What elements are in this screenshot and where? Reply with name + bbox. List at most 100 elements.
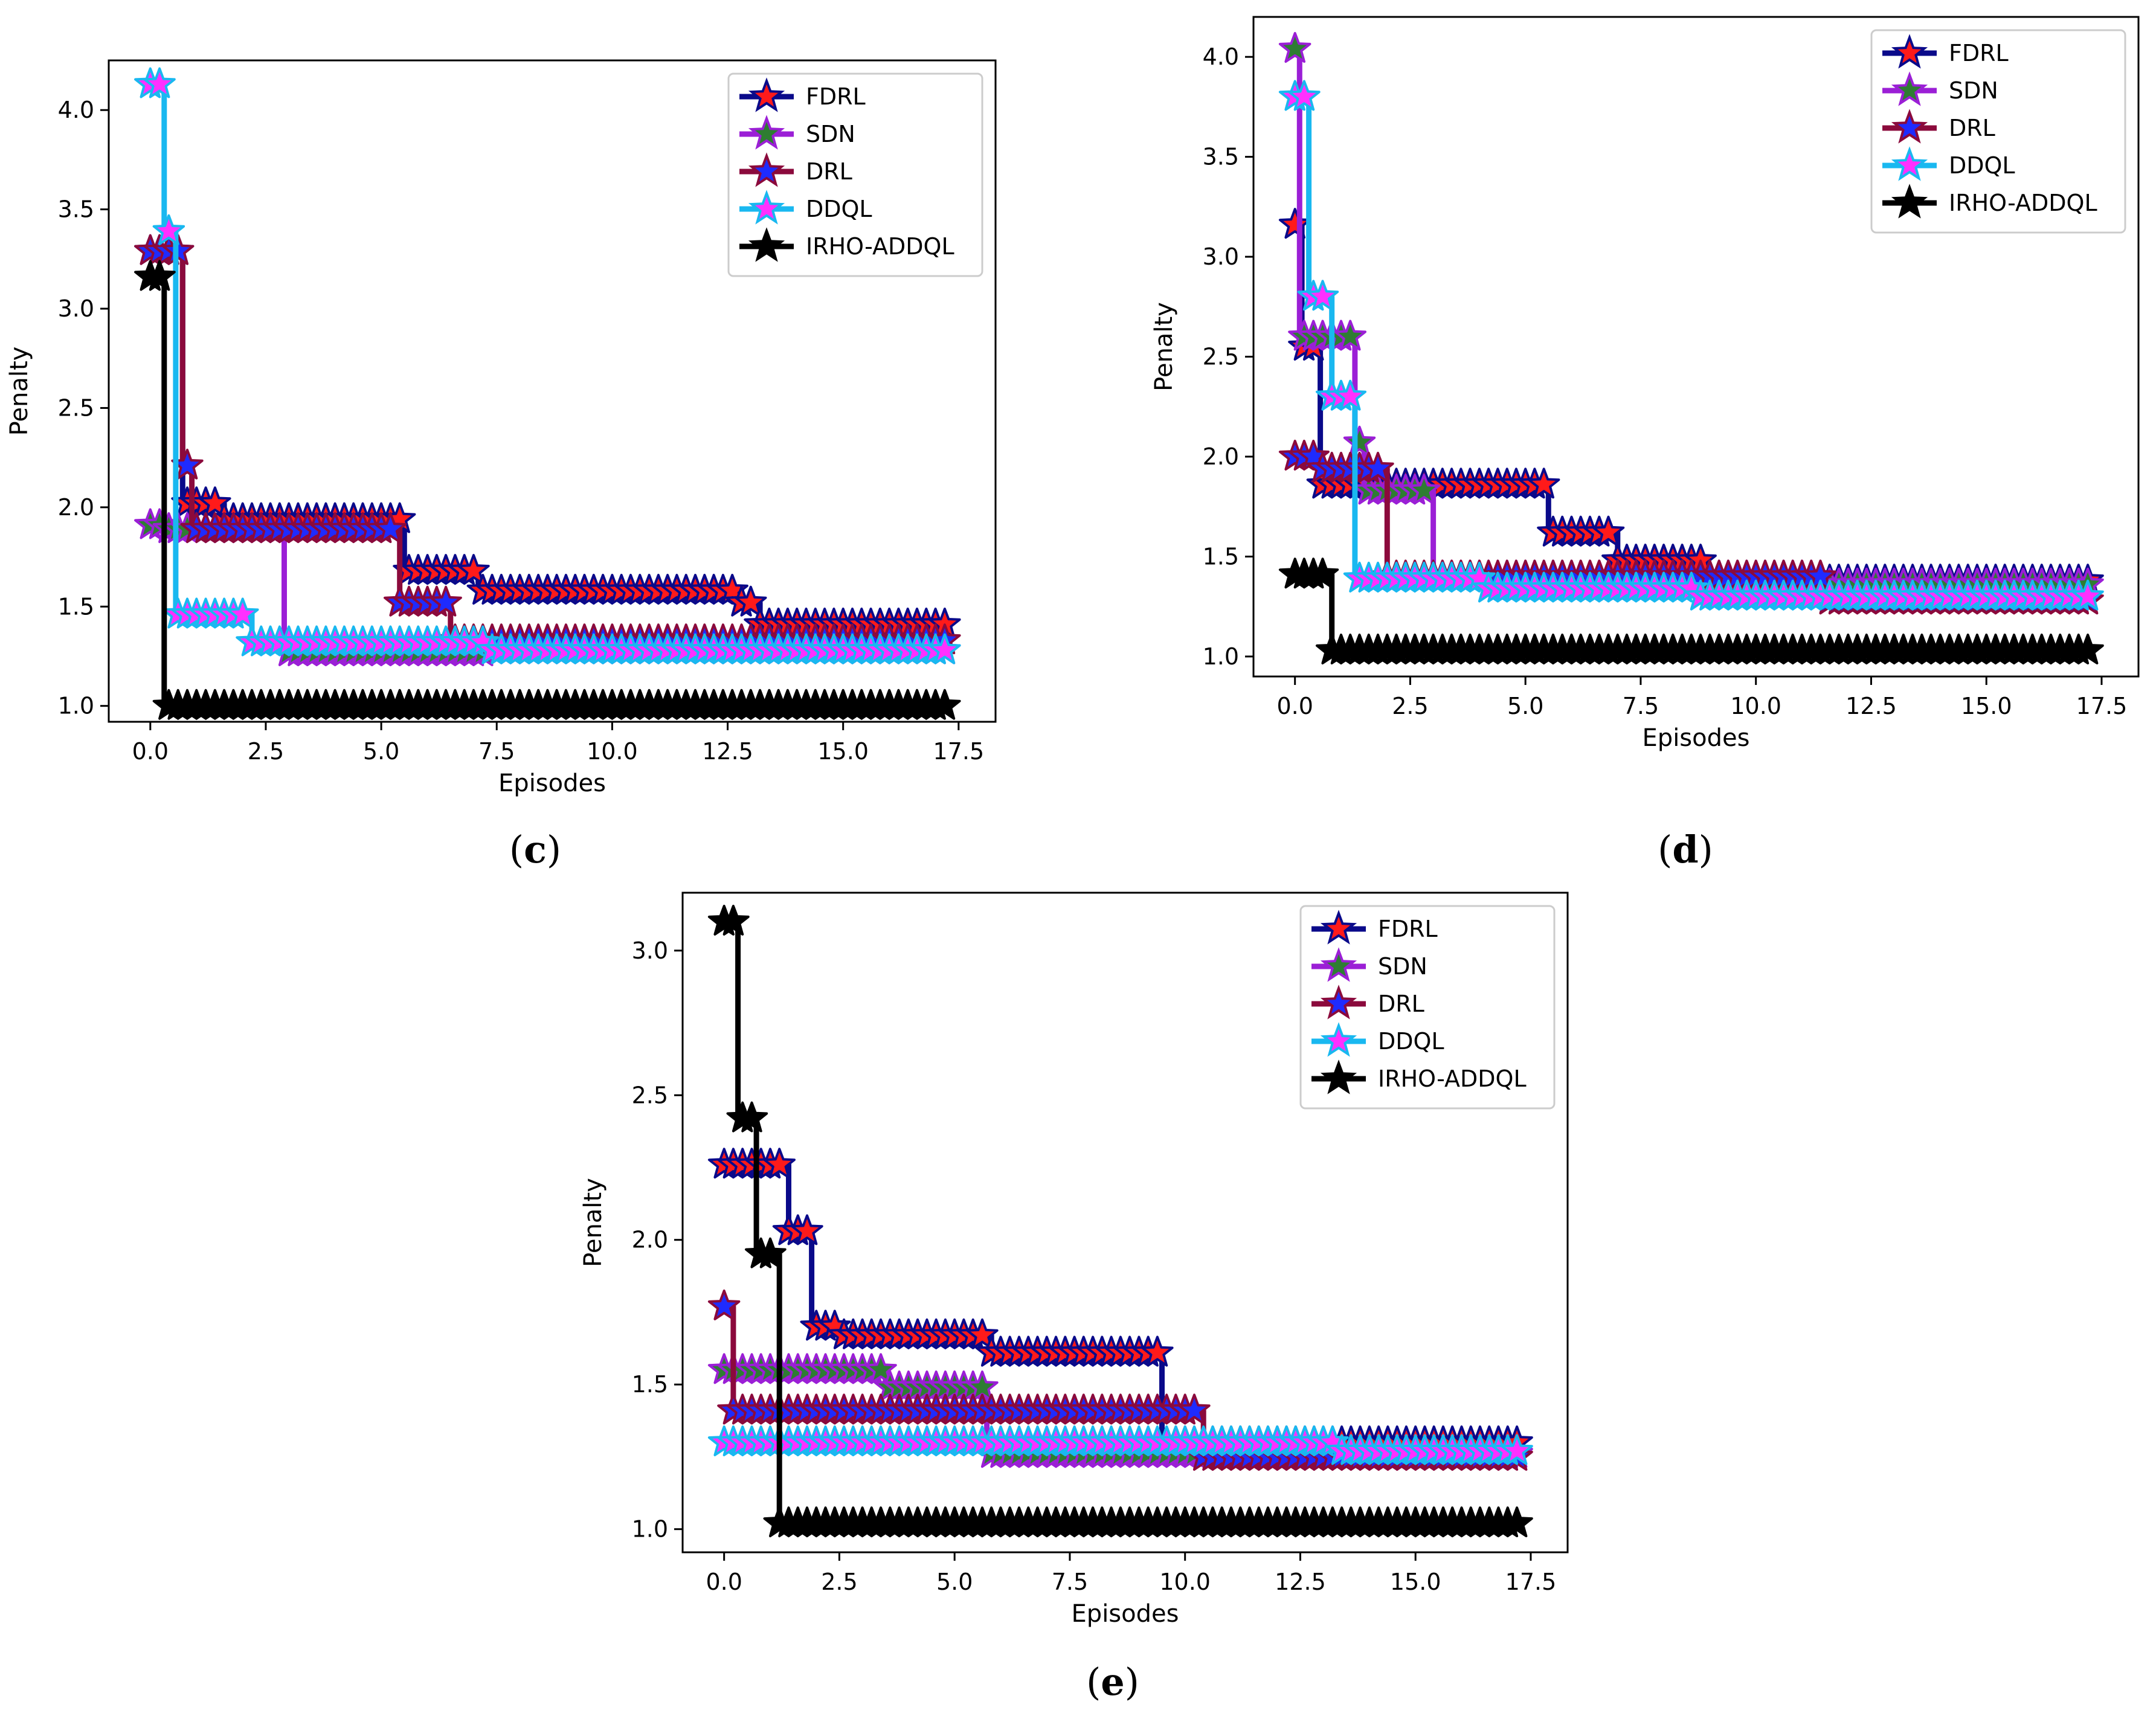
marker-drl [707, 1289, 741, 1320]
marker-fdrl [791, 1214, 823, 1245]
marker-irho-addql [2071, 634, 2104, 664]
x-tick-label: 0.0 [706, 1569, 742, 1595]
caption-d: (d) [1658, 827, 1713, 872]
marker-irho-addql [928, 689, 961, 720]
marker-irho-addql [717, 904, 750, 936]
y-tick-label: 2.5 [1203, 344, 1239, 370]
marker-drl [430, 585, 462, 617]
y-tick-label: 1.5 [1203, 543, 1239, 570]
marker-ddql [1306, 280, 1339, 311]
legend-item-fdrl: FDRL [1311, 910, 1438, 945]
legend-marker [1891, 34, 1928, 69]
legend-label: FDRL [806, 83, 866, 110]
x-axis-label: Episodes [498, 770, 606, 797]
x-tick-label: 2.5 [248, 738, 284, 765]
x-tick-label: 15.0 [817, 738, 869, 765]
x-tick-label: 0.0 [1276, 693, 1313, 719]
x-axis-label: Episodes [1643, 724, 1750, 752]
caption-e: (e) [1086, 1660, 1139, 1704]
marker-irho-addql [754, 1237, 787, 1268]
marker-fdrl [457, 554, 490, 585]
y-tick-label: 1.0 [632, 1516, 668, 1543]
series-markers-irho-addql [134, 260, 961, 720]
y-tick-label: 2.0 [632, 1227, 668, 1253]
legend-label: DDQL [1949, 152, 2015, 179]
legend-marker [1320, 910, 1357, 945]
legend-label: IRHO-ADDQL [1378, 1065, 1527, 1092]
legend-marker [1891, 184, 1928, 219]
x-tick-label: 10.0 [1159, 1569, 1211, 1595]
x-axis-label: Episodes [1072, 1600, 1179, 1628]
x-tick-label: 12.5 [1845, 693, 1897, 719]
panel-d-chart: 0.0 2.5 5.0 7.5 10.0 12.5 15.0 17.5 1.0 1.5 2.0 2.5… [1150, 16, 2140, 752]
series-line-irho-addql [724, 919, 1517, 1526]
legend-box [1870, 29, 2126, 234]
axes-frame [681, 892, 1569, 1554]
legend-item-irho-addql: IRHO-ADDQL [739, 227, 954, 262]
axes-frame [108, 59, 997, 723]
legend-label: DDQL [1378, 1028, 1444, 1055]
plot-area [707, 904, 1533, 1538]
marker-fdrl [1141, 1335, 1174, 1367]
legend: FDRL SDN DRL DDQL IRHO-ADDQL [1870, 29, 2126, 234]
legend-marker [748, 115, 785, 150]
marker-sdn [1278, 31, 1311, 63]
marker-fdrl [763, 1148, 796, 1179]
legend-label: DRL [1378, 991, 1424, 1017]
series-markers-fdrl [134, 234, 961, 638]
axes-frame [1252, 16, 2140, 678]
marker-ddql [1501, 1434, 1533, 1465]
marker-irho-addql [735, 1101, 768, 1133]
legend-item-drl: DRL [1882, 109, 1995, 144]
marker-fdrl [199, 486, 231, 518]
legend-item-ddql: DDQL [1882, 146, 2015, 181]
legend-label: IRHO-ADDQL [806, 233, 954, 260]
x-tick-label: 2.5 [821, 1569, 857, 1595]
legend-item-sdn: SDN [1882, 71, 1998, 106]
marker-sdn [864, 1353, 897, 1384]
legend-marker [1891, 109, 1928, 144]
x-tick-label: 7.5 [478, 738, 515, 765]
y-tick-label: 3.5 [58, 196, 94, 223]
legend-label: FDRL [1378, 916, 1438, 942]
x-tick-label: 15.0 [1961, 693, 2012, 719]
legend-item-irho-addql: IRHO-ADDQL [1311, 1059, 1527, 1094]
y-axis-label: Penalty [579, 1178, 607, 1267]
marker-ddql [227, 597, 259, 629]
legend-marker [1320, 985, 1357, 1020]
marker-irho-addql [1306, 557, 1339, 589]
y-tick-label: 3.5 [1203, 144, 1239, 170]
marker-ddql [1288, 80, 1321, 111]
x-tick-label: 12.5 [702, 738, 753, 765]
panel-c-chart: 0.0 2.5 5.0 7.5 10.0 12.5 15.0 17.5 1.0 1.5 2.0 2.5… [5, 59, 997, 797]
x-tick-label: 17.5 [1505, 1569, 1557, 1595]
y-tick-label: 1.0 [1203, 643, 1239, 670]
legend-box [727, 72, 983, 277]
marker-ddql [143, 67, 176, 98]
series-markers-irho-addql [1278, 557, 2104, 664]
marker-fdrl [1528, 468, 1560, 499]
marker-drl [374, 512, 407, 544]
y-tick-label: 2.0 [1203, 443, 1239, 470]
x-tick-label: 0.0 [132, 738, 169, 765]
legend-marker [748, 77, 785, 112]
marker-drl [1362, 451, 1394, 483]
x-tick-label: 7.5 [1623, 693, 1659, 719]
marker-ddql [2071, 579, 2104, 611]
series-markers-irho-addql [707, 904, 1533, 1538]
legend-marker [1320, 1059, 1357, 1094]
legend-marker [748, 190, 785, 225]
legend-item-ddql: DDQL [739, 190, 872, 225]
y-tick-label: 3.0 [632, 937, 668, 964]
legend-label: DRL [1949, 115, 1995, 141]
legend-item-ddql: DDQL [1311, 1022, 1444, 1057]
marker-fdrl [1592, 515, 1625, 547]
x-tick-label: 5.0 [1507, 693, 1543, 719]
x-tick-label: 7.5 [1052, 1569, 1088, 1595]
series-markers-ddql [134, 67, 961, 664]
y-tick-label: 4.0 [1203, 43, 1239, 70]
series-line-fdrl [1295, 222, 2088, 583]
plot-area [1278, 31, 2104, 664]
marker-ddql [152, 214, 185, 245]
x-tick-label: 15.0 [1390, 1569, 1441, 1595]
